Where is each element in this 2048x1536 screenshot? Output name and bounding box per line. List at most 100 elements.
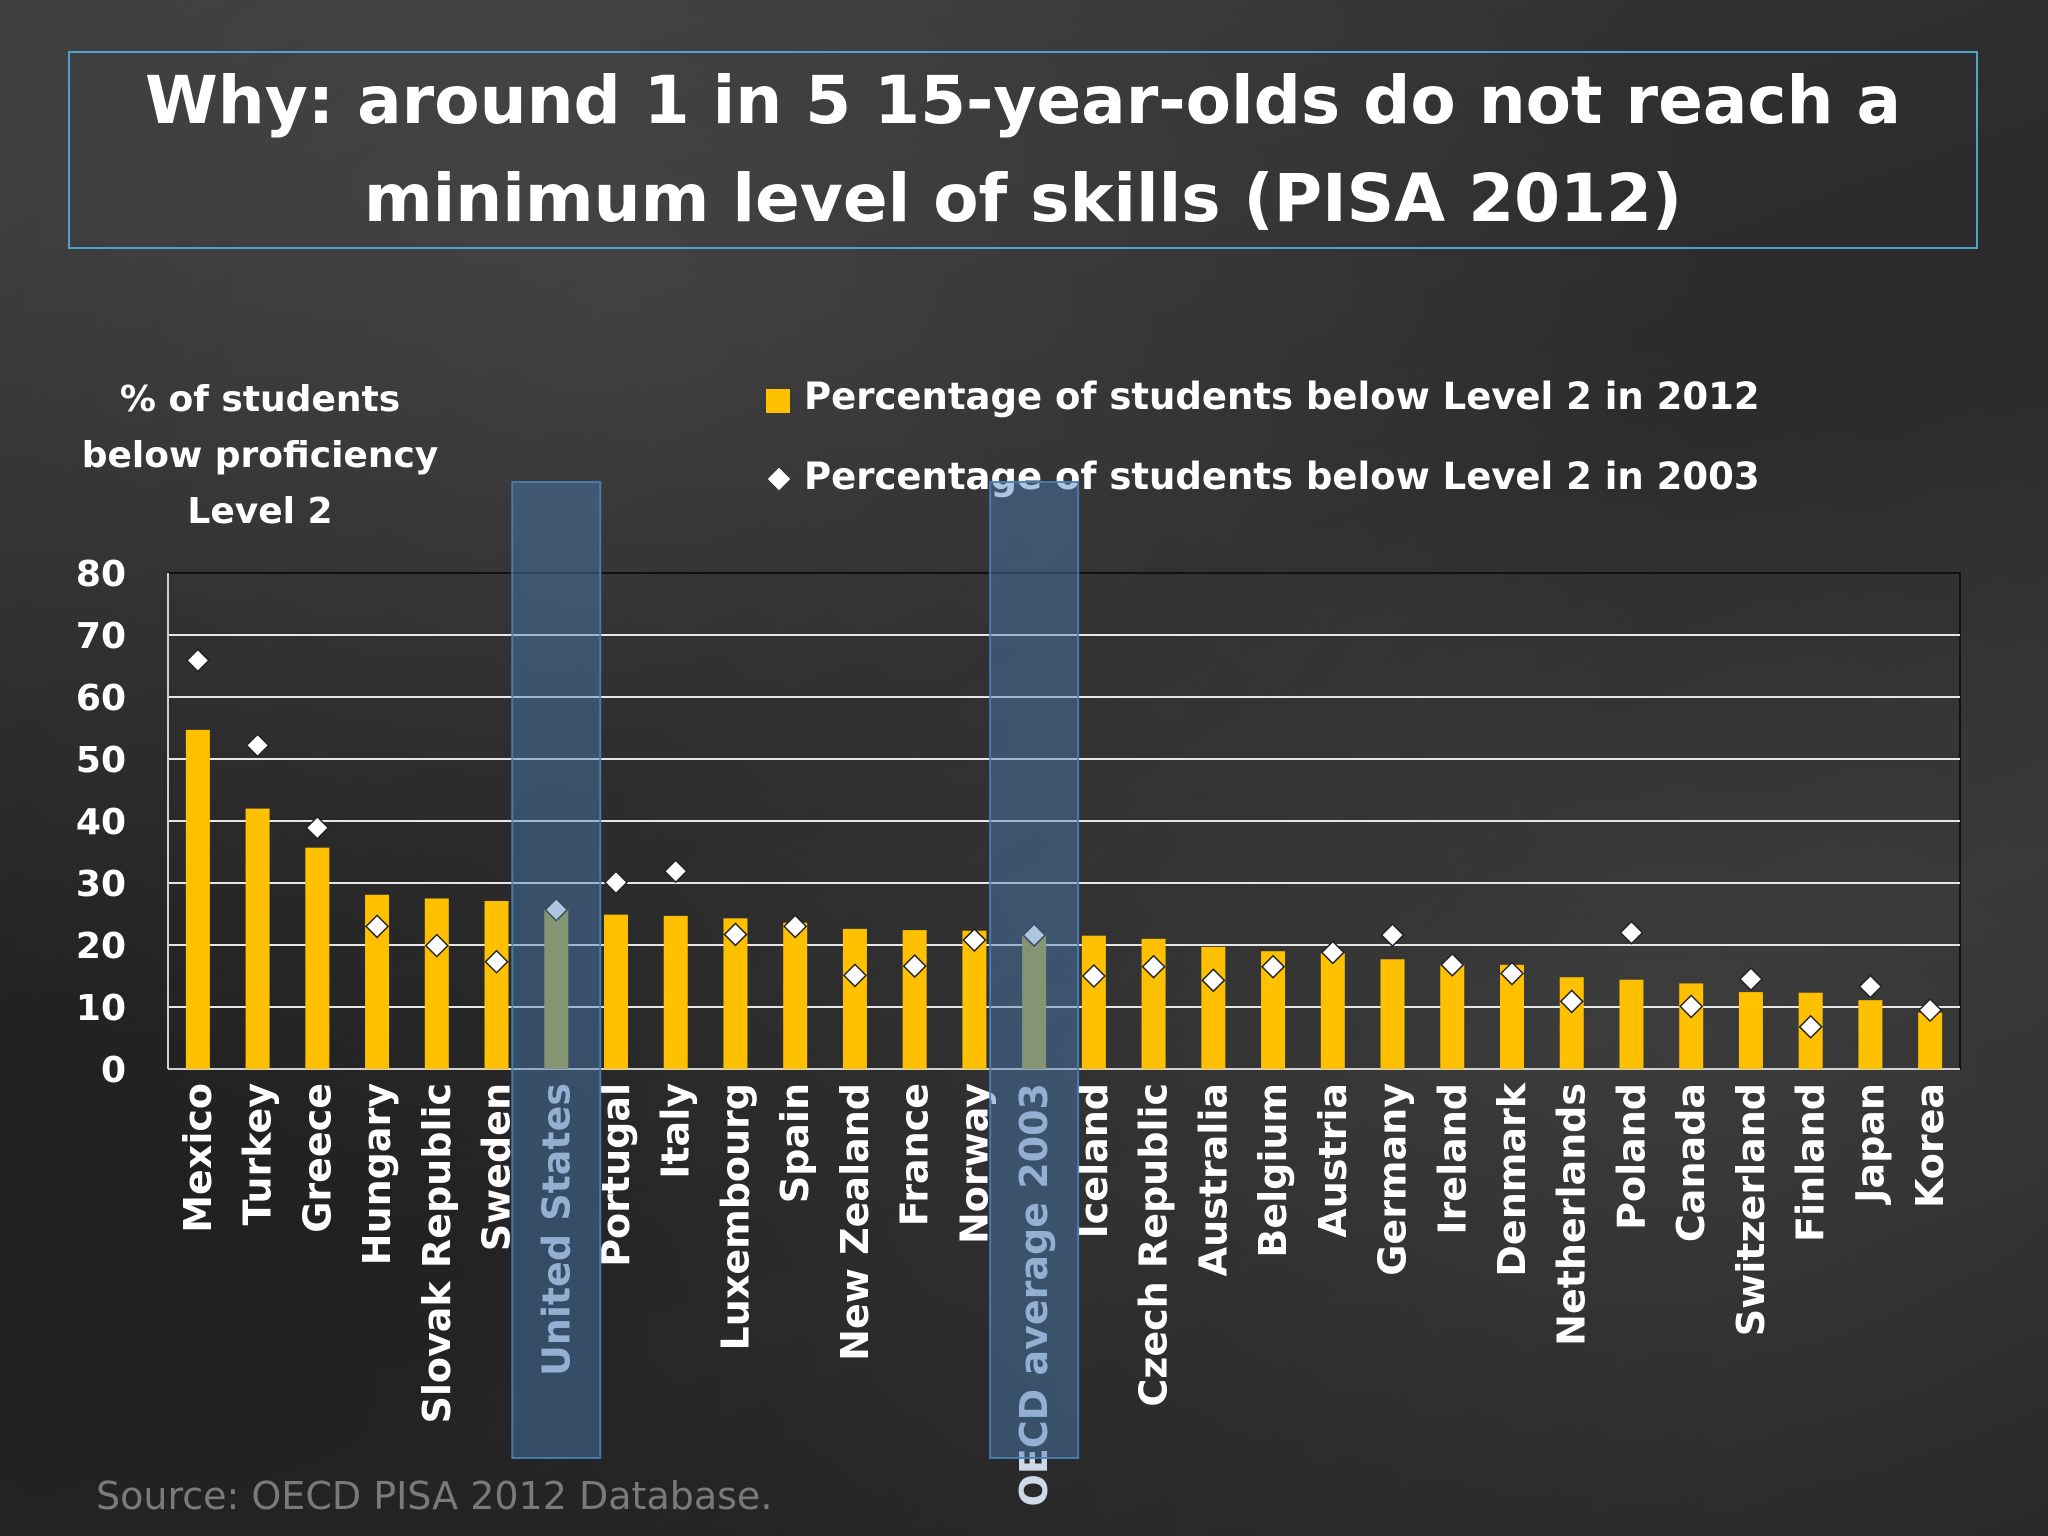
x-tick-label: Korea xyxy=(1908,1083,1952,1208)
y-tick-label: 40 xyxy=(76,802,126,843)
marker-2003 xyxy=(1798,1014,1823,1039)
y-tick-label: 80 xyxy=(76,554,126,595)
x-tick-label: Portugal xyxy=(594,1083,638,1267)
bar xyxy=(1440,964,1465,1069)
x-tick-label: Luxembourg xyxy=(713,1083,757,1350)
x-tick-label: Finland xyxy=(1789,1083,1833,1242)
highlight-box xyxy=(511,481,602,1459)
y-tick-label: 20 xyxy=(76,926,126,967)
highlight-box xyxy=(989,481,1080,1459)
marker-2003 xyxy=(842,963,867,988)
x-tick-label: Mexico xyxy=(176,1083,220,1233)
x-tick-label: Japan xyxy=(1848,1083,1892,1206)
marker-2003 xyxy=(1738,967,1763,992)
bar xyxy=(842,928,867,1069)
marker-2003 xyxy=(1261,954,1286,979)
x-tick-label: OECD average 2003 xyxy=(1012,1083,1056,1506)
x-tick-label: Norway xyxy=(952,1083,996,1244)
marker-2003 xyxy=(1320,940,1345,965)
bar xyxy=(1738,992,1763,1069)
title-box: Why: around 1 in 5 15-year-olds do not r… xyxy=(68,51,1978,249)
bar xyxy=(424,898,449,1069)
y-tick-label: 10 xyxy=(76,988,126,1029)
bar xyxy=(305,847,330,1069)
bar xyxy=(1380,959,1405,1069)
bar xyxy=(962,930,987,1069)
y-tick-label: 70 xyxy=(76,616,126,657)
x-tick-label: Iceland xyxy=(1072,1083,1116,1238)
bar xyxy=(185,729,210,1069)
bar xyxy=(544,909,569,1069)
marker-2003 xyxy=(365,914,390,939)
marker-2003 xyxy=(1918,998,1943,1023)
bar xyxy=(1858,1000,1883,1069)
marker-2003 xyxy=(1440,952,1465,977)
marker-2003 xyxy=(1499,961,1525,986)
marker-2003 xyxy=(1380,923,1405,948)
x-tick-label: Australia xyxy=(1191,1083,1235,1276)
marker-2003 xyxy=(484,949,509,974)
marker-2003 xyxy=(245,733,270,758)
y-tick-label: 0 xyxy=(101,1050,126,1091)
marker-2003 xyxy=(1679,994,1704,1019)
marker-2003 xyxy=(783,914,808,939)
x-tick-label: Canada xyxy=(1669,1083,1713,1242)
x-tick-label: Austria xyxy=(1311,1083,1355,1238)
source-note: Source: OECD PISA 2012 Database. xyxy=(96,1474,773,1518)
x-tick-label: Italy xyxy=(654,1083,698,1179)
y-axis-label: % of students below proficiency Level 2 xyxy=(81,379,439,532)
x-tick-label: Spain xyxy=(773,1083,817,1203)
marker-2003 xyxy=(1559,989,1584,1014)
legend-label-2003: Percentage of students below Level 2 in … xyxy=(804,455,1760,498)
marker-2003 xyxy=(603,870,629,895)
x-tick-label: France xyxy=(893,1083,937,1226)
x-tick-label: Poland xyxy=(1609,1083,1653,1230)
marker-2003 xyxy=(1201,968,1226,993)
marker-2003 xyxy=(185,648,210,673)
bar xyxy=(1081,935,1106,1069)
bar xyxy=(663,915,688,1069)
marker-2003 xyxy=(305,815,330,840)
x-tick-label: Denmark xyxy=(1490,1082,1534,1276)
marker-2003 xyxy=(663,859,688,884)
marker-2003 xyxy=(1022,923,1047,948)
marker-2003 xyxy=(1619,920,1644,945)
x-tick-label: Slovak Republic xyxy=(415,1083,459,1423)
legend-label-2012: Percentage of students below Level 2 in … xyxy=(804,375,1760,418)
legend-bar-swatch xyxy=(766,389,790,413)
x-tick-label: Sweden xyxy=(475,1083,519,1251)
y-tick-label: 30 xyxy=(76,864,126,905)
marker-2003 xyxy=(1858,974,1883,999)
y-tick-label: 60 xyxy=(76,678,126,719)
x-tick-label: Hungary xyxy=(355,1083,399,1265)
bar xyxy=(604,914,628,1069)
bar xyxy=(1022,933,1047,1069)
x-tick-label: Switzerland xyxy=(1729,1083,1773,1336)
marker-2003 xyxy=(544,897,569,922)
x-tick-label: Ireland xyxy=(1430,1083,1474,1235)
bar xyxy=(1320,953,1345,1069)
x-tick-label: Netherlands xyxy=(1550,1083,1594,1346)
marker-2003 xyxy=(723,922,748,947)
bar xyxy=(484,900,509,1069)
bar xyxy=(1619,979,1644,1069)
bar xyxy=(245,808,270,1069)
x-tick-label: Belgium xyxy=(1251,1083,1295,1258)
y-tick-label: 50 xyxy=(76,740,126,781)
x-tick-label: Czech Republic xyxy=(1132,1083,1176,1407)
bar xyxy=(783,922,808,1069)
x-tick-label: United States xyxy=(534,1083,578,1376)
marker-2003 xyxy=(424,933,449,958)
bar xyxy=(902,930,927,1069)
marker-2003 xyxy=(902,954,927,979)
slide-title: Why: around 1 in 5 15-year-olds do not r… xyxy=(144,62,1902,237)
x-tick-label: New Zealand xyxy=(833,1083,877,1361)
marker-2003 xyxy=(962,927,987,953)
x-tick-label: Turkey xyxy=(236,1083,280,1226)
bar xyxy=(1201,946,1226,1069)
marker-2003 xyxy=(1141,954,1166,979)
marker-2003 xyxy=(1081,963,1106,989)
x-tick-label: Germany xyxy=(1371,1083,1415,1276)
